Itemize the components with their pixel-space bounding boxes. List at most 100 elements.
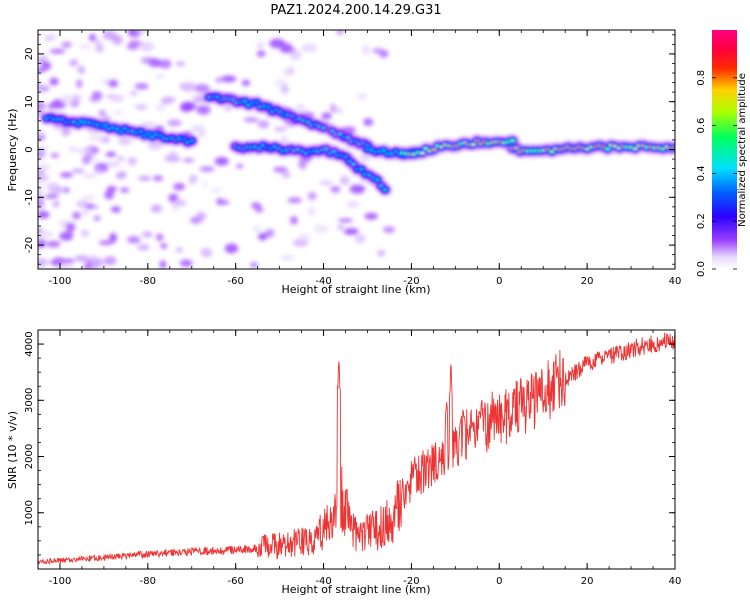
spectrogram-noise-blob [196,105,211,115]
spectrogram-noise-blob [107,79,119,88]
spectrogram-noise-blob [150,204,163,213]
spectrogram-noise-blob [357,93,367,100]
spectrogram-ridge-core [337,132,343,136]
spectrogram-noise-blob [172,203,179,212]
spectrogram-ridge-core [351,162,356,166]
spectrogram-ridge-core [514,146,519,150]
spectrogram-ridge-core [374,178,380,182]
spectrogram-ridge-core [431,148,437,151]
spectrogram-noise-blob [155,233,164,241]
spectrogram-ridge-core [189,139,194,143]
snr-x-axis-label: Height of straight line (km) [281,583,430,596]
snr-y-tick-label: 2000 [24,444,35,469]
spectrogram-noise-blob [39,230,54,238]
spectrogram-ridge-core [672,146,675,149]
spectrogram-noise-blob [308,206,316,216]
snr-x-tick-label: 0 [496,576,502,587]
snr-y-tick-label: 3000 [24,388,35,413]
spectrogram-ridge-core [321,126,326,130]
spectrogram-noise-blob [72,211,82,220]
spectrogram-ridge-core [605,147,611,151]
spectrogram-ridge-core [470,143,476,146]
spectrogram-noise-blob [295,103,306,113]
spectrogram-core [42,93,675,193]
spectrogram-noise-blob [155,104,167,111]
spectrogram-ridge-core [632,147,638,150]
spectrogram-noise-blob [60,172,74,178]
spectrogram-noise-blob [256,42,264,48]
spectrogram-noise-blob [313,224,329,234]
colorbar: 0.0 0.2 0.4 0.6 0.8 Normalized spectral ampl… [696,30,748,277]
spectrogram-noise-blob [104,256,117,266]
spectrogram-x-tick-label: -80 [140,276,156,287]
spectrogram-noise-blob [38,210,50,219]
spectrogram-noise-blob [47,102,58,110]
spectrogram-noise-blob [104,190,115,200]
spectrogram-noise-blob [59,231,74,241]
spectrogram-noise-blob [49,77,59,86]
spectrogram-noise-blob [102,30,116,41]
spectrogram-noise-blob [76,200,89,208]
spectrogram-noise-blob [287,197,302,204]
snr-frame [37,329,676,570]
spectrogram-noise-blob [167,119,182,127]
spectrogram-noise-blob [71,168,85,173]
spectrogram-noise-blob [141,122,156,127]
spectrogram-noise-blob [83,262,93,269]
spectrogram-noise-blob [168,150,178,160]
spectrogram-noise-blob [114,110,123,116]
spectrogram-noise-blob [155,74,165,80]
spectrogram-ridge-core [359,167,364,171]
spectrogram-noise-blob [69,59,79,67]
spectrogram-noise-blob [116,156,125,161]
spectrogram-noise-blob [364,212,378,220]
spectrogram-noise-blob [181,82,197,92]
spectrogram-noise-blob [126,42,139,51]
spectrogram-noise-blob [50,153,60,158]
spectrogram-noise-blob [211,187,222,193]
spectrogram-noise-blob [199,166,215,173]
spectrogram-ridge-core [181,137,187,141]
spectrogram-noise-blob [383,226,395,234]
spectrogram-noise-blob [135,104,148,110]
spectrogram-noise-blob [265,228,275,238]
spectrogram-noise-blob [280,136,289,144]
snr-x-tick-label: -40 [315,576,331,587]
spectrogram-noise-blob [110,206,122,213]
snr-x-tick-label: -20 [403,576,419,587]
colorbar-gradient [712,30,737,269]
spectrogram-y-tick-label: 10 [24,95,35,108]
spectrogram-noise-blob [194,83,210,93]
spectrogram-noise-blob [38,152,46,159]
spectrogram-noise-blob [256,49,266,58]
spectrogram-noise-blob [52,200,60,208]
spectrogram-noise-blob [118,137,132,145]
spectrogram-noise-blob [269,38,286,49]
spectrogram-noise-blob [289,50,302,60]
spectrogram-noise-blob [152,175,164,182]
spectrogram-ridge-core [138,130,144,133]
spectrogram-noise-blob [41,61,52,71]
spectrogram-noise-blob [77,65,86,75]
spectrogram-noise-blob [338,218,354,223]
spectrogram-noise-blob [372,48,385,54]
spectrogram-noise-blob [38,227,43,234]
spectrogram-ridge-core [378,184,384,188]
spectrogram-x-tick-label: -40 [315,276,331,287]
spectrogram-noise-blob [343,228,359,235]
spectrogram-noise-blob [307,191,317,201]
spectrogram-noise-blob [137,243,150,251]
spectrogram-noise-blob [217,199,230,206]
spectrogram-noise-blob [38,68,46,73]
spectrogram-noise-blob [105,151,117,158]
spectrogram-noise-blob [224,105,232,112]
spectrogram-ridge-core [474,139,480,142]
spectrogram-x-tick-label: 40 [669,276,682,287]
spectrogram-noise-blob [58,263,75,269]
colorbar-tick-label: 0.8 [696,70,707,86]
spectrogram-noise-blob [176,61,186,67]
spectrogram-ridge-core [549,150,555,153]
spectrogram-noise-blob [287,66,295,75]
spectrogram-noise-blob [162,96,176,103]
